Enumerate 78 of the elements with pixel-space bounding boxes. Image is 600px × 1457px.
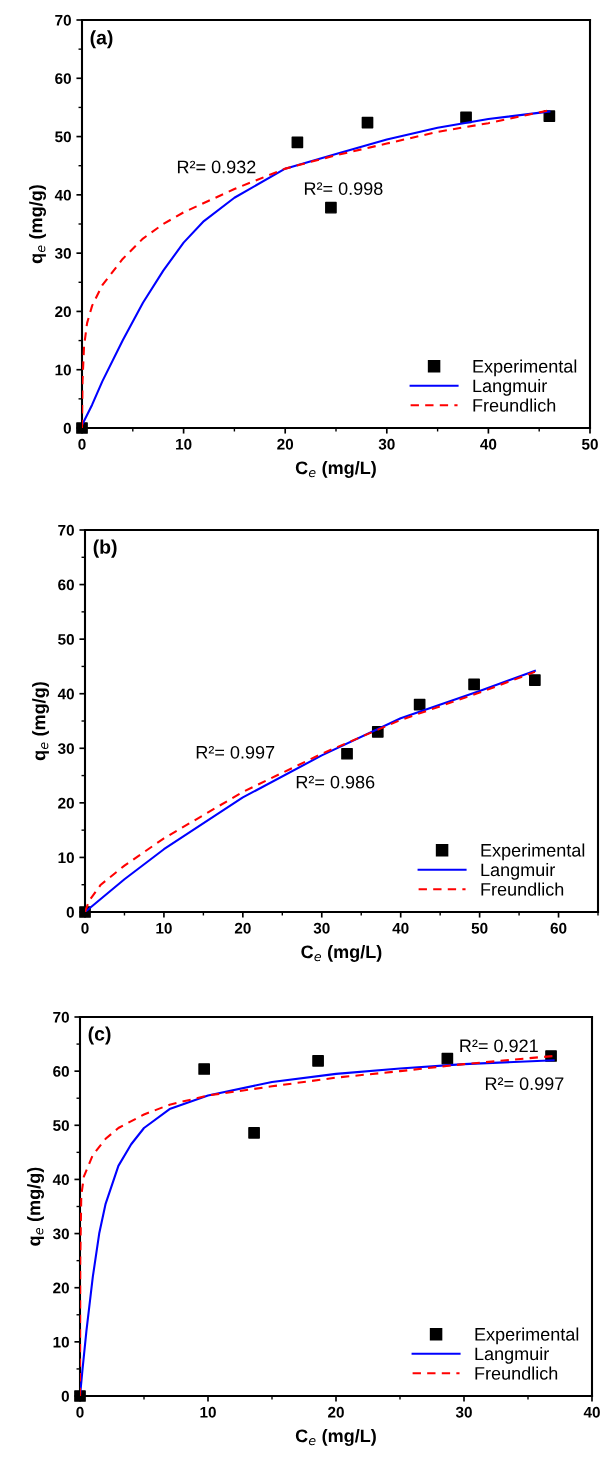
y-tick-label: 50: [55, 131, 71, 143]
point: [74, 1390, 86, 1402]
y-tick-label: 40: [57, 688, 74, 700]
x-tick-label: 40: [392, 922, 409, 934]
y-tick-label: 50: [58, 634, 74, 645]
point: [468, 678, 480, 691]
x-tick-label: 20: [277, 438, 294, 450]
point: [529, 674, 541, 686]
y-tick-label: 70: [53, 1011, 69, 1023]
x-tick-label: 30: [455, 1406, 472, 1418]
x-tick-label: 50: [471, 922, 488, 934]
x-tick-label: 10: [156, 922, 172, 934]
y-axis-title: q$_{e}$ (mg/g): [32, 682, 50, 761]
chart-title: (b): [93, 539, 117, 558]
annotation: R²= 0.921: [460, 1039, 538, 1053]
y-tick-label: 60: [55, 73, 71, 84]
y-tick-label: 60: [58, 579, 74, 591]
y-tick-label: 60: [53, 1066, 69, 1077]
point: [361, 116, 374, 129]
legend-label: Experimental: [481, 843, 585, 861]
legend-label: Experimental: [475, 1327, 579, 1345]
x-tick-label: 0: [78, 438, 86, 450]
chart-title: (c): [88, 1026, 111, 1045]
x-tick-label: 30: [378, 438, 395, 450]
point: [325, 201, 337, 214]
x-tick-label: 50: [581, 438, 598, 450]
legend-label: Langmuir: [475, 1346, 549, 1364]
x-axis-title: C$_{e}$ (mg/L): [301, 944, 382, 962]
y-tick-label: 0: [66, 906, 74, 918]
annotation: R²= 0.998: [304, 182, 383, 195]
x-tick-label: 10: [200, 1406, 216, 1418]
y-axis-title: q$_{e}$ (mg/g): [27, 1167, 45, 1246]
legend-label: Langmuir: [473, 378, 547, 396]
y-tick-label: 30: [57, 743, 74, 754]
x-tick-label: 10: [176, 438, 192, 450]
legend-label: Langmuir: [481, 862, 555, 880]
x-tick-label: 20: [328, 1406, 344, 1418]
annotation: R²= 0.997: [196, 745, 275, 759]
y-axis-title: q$_{e}$ (mg/g): [29, 185, 47, 264]
point: [341, 747, 353, 760]
y-tick-label: 50: [53, 1120, 69, 1131]
annotation: R²= 0.997: [485, 1077, 564, 1091]
y-tick-label: 20: [55, 306, 71, 318]
legend-label: Freundlich: [481, 882, 564, 896]
x-axis-title: C$_{e}$ (mg/L): [295, 1428, 376, 1446]
y-tick-label: 70: [55, 14, 71, 26]
point: [248, 1127, 260, 1139]
x-tick-label: 30: [313, 922, 330, 934]
x-axis-title: C$_{e}$ (mg/L): [295, 460, 376, 478]
y-tick-label: 40: [52, 1174, 69, 1186]
y-tick-label: 0: [61, 1390, 69, 1402]
x-tick-label: 0: [76, 1406, 84, 1418]
y-tick-label: 30: [54, 248, 71, 259]
y-tick-label: 30: [52, 1228, 69, 1240]
annotation: R²= 0.932: [177, 160, 256, 174]
point: [198, 1063, 211, 1075]
legend-label: Freundlich: [473, 398, 556, 412]
legend-label: Experimental: [473, 359, 577, 377]
y-tick-label: 10: [55, 364, 71, 376]
x-tick-label: 60: [550, 922, 567, 934]
y-tick-label: 40: [54, 189, 71, 201]
point: [441, 1052, 454, 1065]
annotation: R²= 0.986: [296, 775, 375, 789]
point: [76, 422, 88, 434]
y-tick-label: 70: [58, 524, 74, 536]
y-tick-label: 20: [58, 797, 74, 809]
point: [312, 1055, 324, 1067]
y-tick-label: 10: [53, 1336, 69, 1348]
x-tick-label: 40: [583, 1406, 600, 1418]
y-tick-label: 20: [53, 1282, 69, 1294]
x-tick-label: 0: [81, 922, 89, 934]
chart-title: (a): [90, 30, 113, 49]
x-tick-label: 20: [234, 922, 251, 934]
x-tick-label: 40: [480, 438, 497, 450]
legend-label: Freundlich: [475, 1366, 558, 1380]
y-tick-label: 10: [58, 852, 74, 864]
point: [291, 136, 304, 149]
y-tick-label: 0: [63, 422, 71, 434]
